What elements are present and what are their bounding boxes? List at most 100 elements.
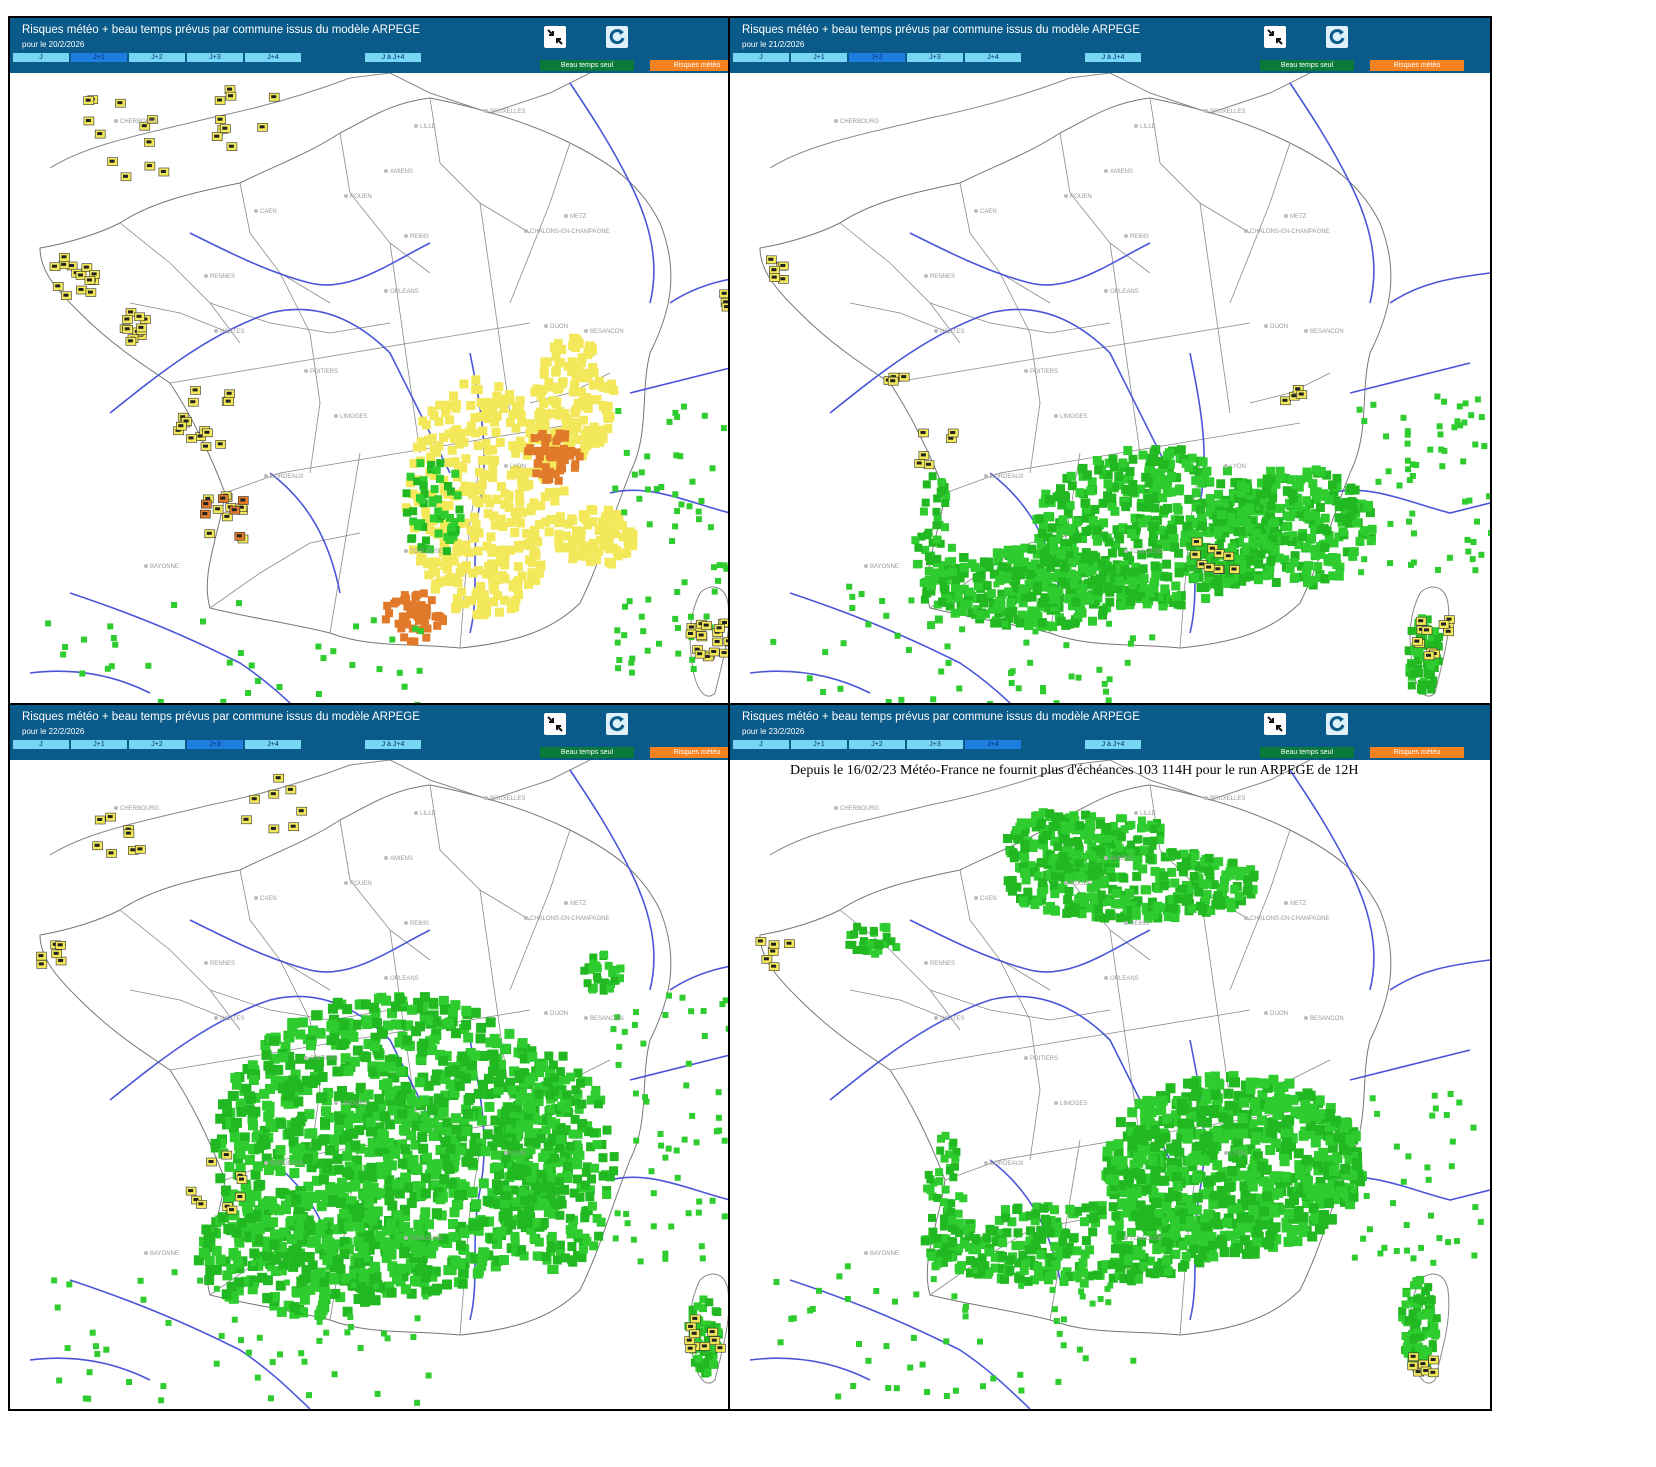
city-label: CAEN bbox=[980, 209, 997, 215]
city-label: LYON bbox=[1230, 464, 1246, 470]
shrink-arrows-icon[interactable] bbox=[1264, 713, 1286, 735]
panel-header: Risques météo + beau temps prévus par co… bbox=[10, 705, 770, 760]
city-label: CHERBOURG bbox=[840, 119, 879, 125]
city-label: LIMOGES bbox=[340, 1101, 367, 1107]
city-label: CHALONS-EN-CHAMPAGNE bbox=[530, 916, 610, 922]
tab-j+1[interactable]: J+1 bbox=[790, 739, 848, 750]
city-label: BESANCON bbox=[1310, 329, 1344, 335]
city-label: LILLE bbox=[1140, 811, 1156, 817]
tab-j+1[interactable]: J+1 bbox=[790, 52, 848, 63]
forecast-map: BRUXELLES LILLE AMIENS ROUEN CAEN CHERBOURG RE… bbox=[10, 73, 770, 722]
shrink-arrows-icon[interactable] bbox=[1264, 26, 1286, 48]
city-label: CAEN bbox=[980, 896, 997, 902]
tab-j[interactable]: J bbox=[12, 52, 70, 63]
city-label: LIMOGES bbox=[340, 414, 367, 420]
tab-jj+4[interactable]: J à J+4 bbox=[364, 739, 422, 750]
city-label: CHERBOURG bbox=[120, 806, 159, 812]
risques-meteo-button[interactable]: Risques météo bbox=[1370, 60, 1464, 71]
tab-j+4[interactable]: J+4 bbox=[244, 52, 302, 63]
city-label: LILLE bbox=[420, 811, 436, 817]
risques-meteo-button[interactable]: Risques météo bbox=[1370, 747, 1464, 758]
city-label: LYON bbox=[1230, 1151, 1246, 1157]
city-label: NANTES bbox=[220, 329, 244, 335]
tab-j+2[interactable]: J+2 bbox=[848, 52, 906, 63]
refresh-icon[interactable] bbox=[1326, 26, 1348, 48]
panel-header: Risques météo + beau temps prévus par co… bbox=[10, 18, 770, 73]
tab-j+2[interactable]: J+2 bbox=[128, 739, 186, 750]
tab-jj+4[interactable]: J à J+4 bbox=[1084, 52, 1142, 63]
city-label: CHALONS-EN-CHAMPAGNE bbox=[1250, 229, 1330, 235]
tab-j+4[interactable]: J+4 bbox=[964, 739, 1022, 750]
city-label: BORDEAUX bbox=[270, 474, 304, 480]
city-label: METZ bbox=[570, 214, 587, 220]
city-label: RENNES bbox=[930, 274, 955, 280]
tab-j+3[interactable]: J+3 bbox=[186, 739, 244, 750]
city-label: BORDEAUX bbox=[990, 474, 1024, 480]
beau-temps-button[interactable]: Beau temps seul bbox=[540, 747, 634, 758]
city-label: POITIERS bbox=[310, 369, 338, 375]
city-label: ROUEN bbox=[1070, 881, 1092, 887]
city-label: TOULOUSE bbox=[410, 1236, 443, 1242]
city-label: CHALONS-EN-CHAMPAGNE bbox=[1250, 916, 1330, 922]
panel-header: Risques météo + beau temps prévus par co… bbox=[730, 18, 1490, 73]
city-label: AMIENS bbox=[1110, 169, 1133, 175]
refresh-icon[interactable] bbox=[606, 26, 628, 48]
city-label: LILLE bbox=[420, 124, 436, 130]
city-label: BAYONNE bbox=[870, 1251, 899, 1257]
forecast-panel: Risques météo + beau temps prévus par co… bbox=[728, 703, 1492, 1411]
tab-j+4[interactable]: J+4 bbox=[964, 52, 1022, 63]
city-label: LIMOGES bbox=[1060, 1101, 1087, 1107]
panel-header: Risques météo + beau temps prévus par co… bbox=[730, 705, 1490, 760]
tab-j[interactable]: J bbox=[732, 739, 790, 750]
city-label: CHERBOURG bbox=[840, 806, 879, 812]
city-label: CHERBOURG bbox=[120, 119, 159, 125]
city-label: METZ bbox=[570, 901, 587, 907]
shrink-arrows-icon[interactable] bbox=[544, 26, 566, 48]
beau-temps-button[interactable]: Beau temps seul bbox=[1260, 747, 1354, 758]
tab-jj+4[interactable]: J à J+4 bbox=[364, 52, 422, 63]
city-label: RENNES bbox=[930, 961, 955, 967]
france-map: BRUXELLES LILLE AMIENS ROUEN CAEN CHERBOURG RE… bbox=[29, 73, 770, 722]
tab-j+3[interactable]: J+3 bbox=[186, 52, 244, 63]
tab-j+2[interactable]: J+2 bbox=[848, 739, 906, 750]
panel-title: Risques météo + beau temps prévus par co… bbox=[22, 24, 420, 36]
tab-j+1[interactable]: J+1 bbox=[70, 52, 128, 63]
tab-j[interactable]: J bbox=[732, 52, 790, 63]
tab-j+1[interactable]: J+1 bbox=[70, 739, 128, 750]
refresh-icon[interactable] bbox=[606, 713, 628, 735]
city-label: NANTES bbox=[940, 1016, 964, 1022]
city-label: ORLEANS bbox=[390, 976, 419, 982]
city-label: BAYONNE bbox=[150, 564, 179, 570]
city-label: BORDEAUX bbox=[990, 1161, 1024, 1167]
forecast-date: pour le 23/2/2026 bbox=[742, 727, 805, 736]
beau-temps-button[interactable]: Beau temps seul bbox=[540, 60, 634, 71]
france-map: BRUXELLES LILLE AMIENS ROUEN CAEN CHERBOURG RE… bbox=[749, 760, 1490, 1409]
city-label: TOULOUSE bbox=[1130, 549, 1163, 555]
tab-jj+4[interactable]: J à J+4 bbox=[1084, 739, 1142, 750]
risques-meteo-button[interactable]: Risques météo bbox=[650, 747, 744, 758]
tab-j+3[interactable]: J+3 bbox=[906, 52, 964, 63]
tab-j+4[interactable]: J+4 bbox=[244, 739, 302, 750]
tab-j+3[interactable]: J+3 bbox=[906, 739, 964, 750]
beau-temps-button[interactable]: Beau temps seul bbox=[1260, 60, 1354, 71]
city-label: BAYONNE bbox=[150, 1251, 179, 1257]
city-label: BAYONNE bbox=[870, 564, 899, 570]
shrink-arrows-icon[interactable] bbox=[544, 713, 566, 735]
tab-j[interactable]: J bbox=[12, 739, 70, 750]
city-label: DIJON bbox=[550, 1011, 568, 1017]
city-label: METZ bbox=[1290, 214, 1307, 220]
city-label: AMIENS bbox=[390, 856, 413, 862]
city-label: TOULOUSE bbox=[1130, 1236, 1163, 1242]
city-label: TOULOUSE bbox=[410, 549, 443, 555]
city-label: BRUXELLES bbox=[490, 109, 525, 115]
refresh-icon[interactable] bbox=[1326, 713, 1348, 735]
city-label: BESANCON bbox=[590, 1016, 624, 1022]
city-label: ROUEN bbox=[1070, 194, 1092, 200]
risques-meteo-button[interactable]: Risques météo bbox=[650, 60, 744, 71]
city-label: POITIERS bbox=[1030, 1056, 1058, 1062]
city-label: BRUXELLES bbox=[490, 796, 525, 802]
city-label: RENNES bbox=[210, 274, 235, 280]
city-label: CHALONS-EN-CHAMPAGNE bbox=[530, 229, 610, 235]
tab-j+2[interactable]: J+2 bbox=[128, 52, 186, 63]
panel-title: Risques météo + beau temps prévus par co… bbox=[22, 711, 420, 723]
